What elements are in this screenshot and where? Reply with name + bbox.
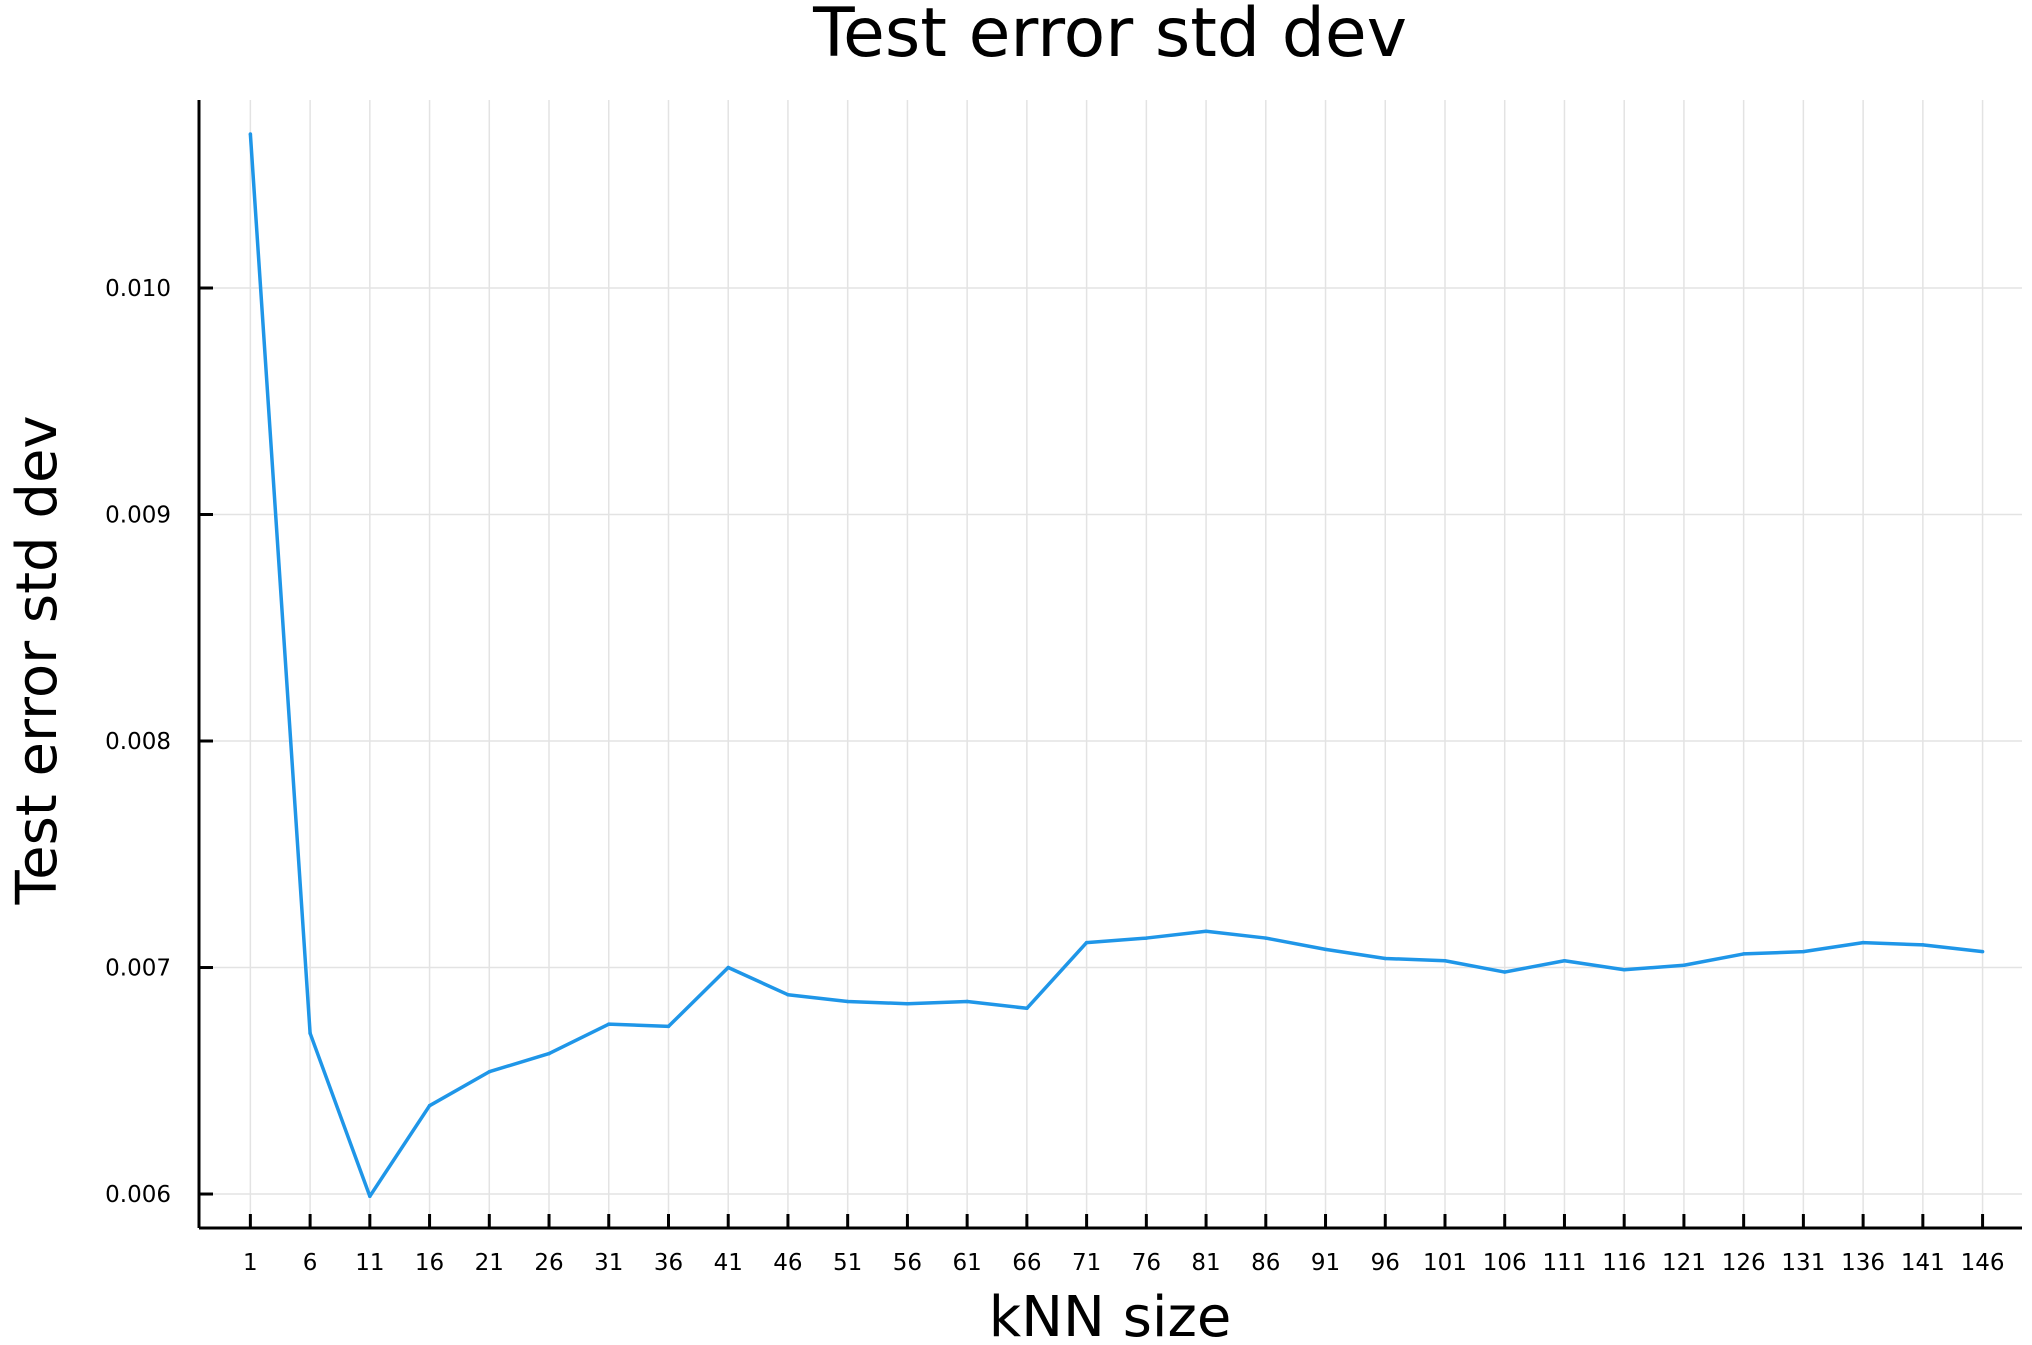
x-tick-label: 51 xyxy=(833,1250,862,1276)
x-tick-label: 6 xyxy=(303,1250,318,1276)
y-tick-label: 0.010 xyxy=(105,276,171,302)
data-point xyxy=(1144,936,1149,940)
x-tick-label: 101 xyxy=(1423,1250,1467,1276)
data-point xyxy=(368,1194,372,1199)
data-point xyxy=(308,1031,312,1035)
x-tick-label: 141 xyxy=(1901,1250,1945,1276)
x-tick-label: 81 xyxy=(1191,1250,1220,1276)
data-point xyxy=(1264,936,1268,940)
x-tick-label: 41 xyxy=(714,1250,743,1276)
x-tick-label: 111 xyxy=(1543,1250,1587,1276)
x-tick-label: 146 xyxy=(1961,1250,2005,1276)
data-point xyxy=(1502,970,1507,974)
x-tick-label: 96 xyxy=(1371,1250,1400,1276)
y-tick-label: 0.009 xyxy=(105,503,171,529)
x-tick-label: 1 xyxy=(243,1250,258,1276)
data-point xyxy=(1980,949,1985,954)
data-point xyxy=(666,1024,671,1029)
x-tick-label: 71 xyxy=(1072,1250,1101,1276)
data-point xyxy=(905,1002,910,1006)
x-tick-label: 11 xyxy=(355,1250,384,1276)
x-tick-label: 106 xyxy=(1483,1250,1527,1276)
data-point xyxy=(1443,958,1447,963)
x-axis-title: kNN size xyxy=(989,1285,1232,1341)
data-point xyxy=(1741,952,1746,956)
x-tick-label: 21 xyxy=(475,1250,504,1276)
x-tick-label: 26 xyxy=(534,1250,563,1276)
y-axis-title: Test error std dev xyxy=(5,415,70,905)
x-tick-label: 56 xyxy=(893,1250,922,1276)
data-point xyxy=(1861,940,1865,945)
x-tick-label: 136 xyxy=(1841,1250,1885,1276)
x-tick-label: 76 xyxy=(1132,1250,1161,1276)
series-line xyxy=(248,133,1983,1199)
data-point xyxy=(1323,947,1328,952)
x-tick-label: 31 xyxy=(594,1250,623,1276)
data-point xyxy=(1084,940,1089,945)
data-point xyxy=(427,1103,432,1108)
x-tick-label: 121 xyxy=(1662,1250,1706,1276)
data-point xyxy=(1622,968,1626,972)
x-tick-label: 131 xyxy=(1781,1250,1825,1276)
x-tick-label: 36 xyxy=(654,1250,683,1276)
ticks: 1 6 11 16 21 26 31 36 41 46 51 56 61 66 71 76 81 86 91 96 10… xyxy=(105,276,2004,1276)
x-tick-label: 91 xyxy=(1311,1250,1340,1276)
x-tick-label: 116 xyxy=(1602,1250,1646,1276)
x-tick-label: 66 xyxy=(1012,1250,1041,1276)
data-point xyxy=(726,965,730,970)
data-point xyxy=(1025,1006,1029,1011)
data-point xyxy=(1801,949,1806,954)
y-tick-label: 0.006 xyxy=(105,1182,171,1208)
x-tick-label: 16 xyxy=(415,1250,444,1276)
x-tick-label: 46 xyxy=(773,1250,802,1276)
chart-title: Test error std dev xyxy=(812,0,1407,73)
x-tick-label: 61 xyxy=(953,1250,982,1276)
data-point xyxy=(607,1022,611,1026)
series-layer xyxy=(248,132,1985,1199)
x-tick-label: 126 xyxy=(1722,1250,1766,1276)
data-point xyxy=(487,1069,492,1074)
data-point xyxy=(845,999,850,1004)
data-point xyxy=(786,992,790,997)
data-point xyxy=(1921,943,1925,947)
data-point xyxy=(965,999,969,1004)
data-point xyxy=(547,1051,551,1056)
grid xyxy=(199,100,2022,1228)
data-point xyxy=(1682,963,1686,968)
y-tick-label: 0.007 xyxy=(105,956,171,982)
x-tick-label: 86 xyxy=(1251,1250,1280,1276)
data-point xyxy=(1204,929,1208,934)
data-point xyxy=(1383,956,1388,961)
data-point xyxy=(248,132,253,136)
data-point xyxy=(1562,958,1567,963)
y-tick-label: 0.008 xyxy=(105,729,171,755)
